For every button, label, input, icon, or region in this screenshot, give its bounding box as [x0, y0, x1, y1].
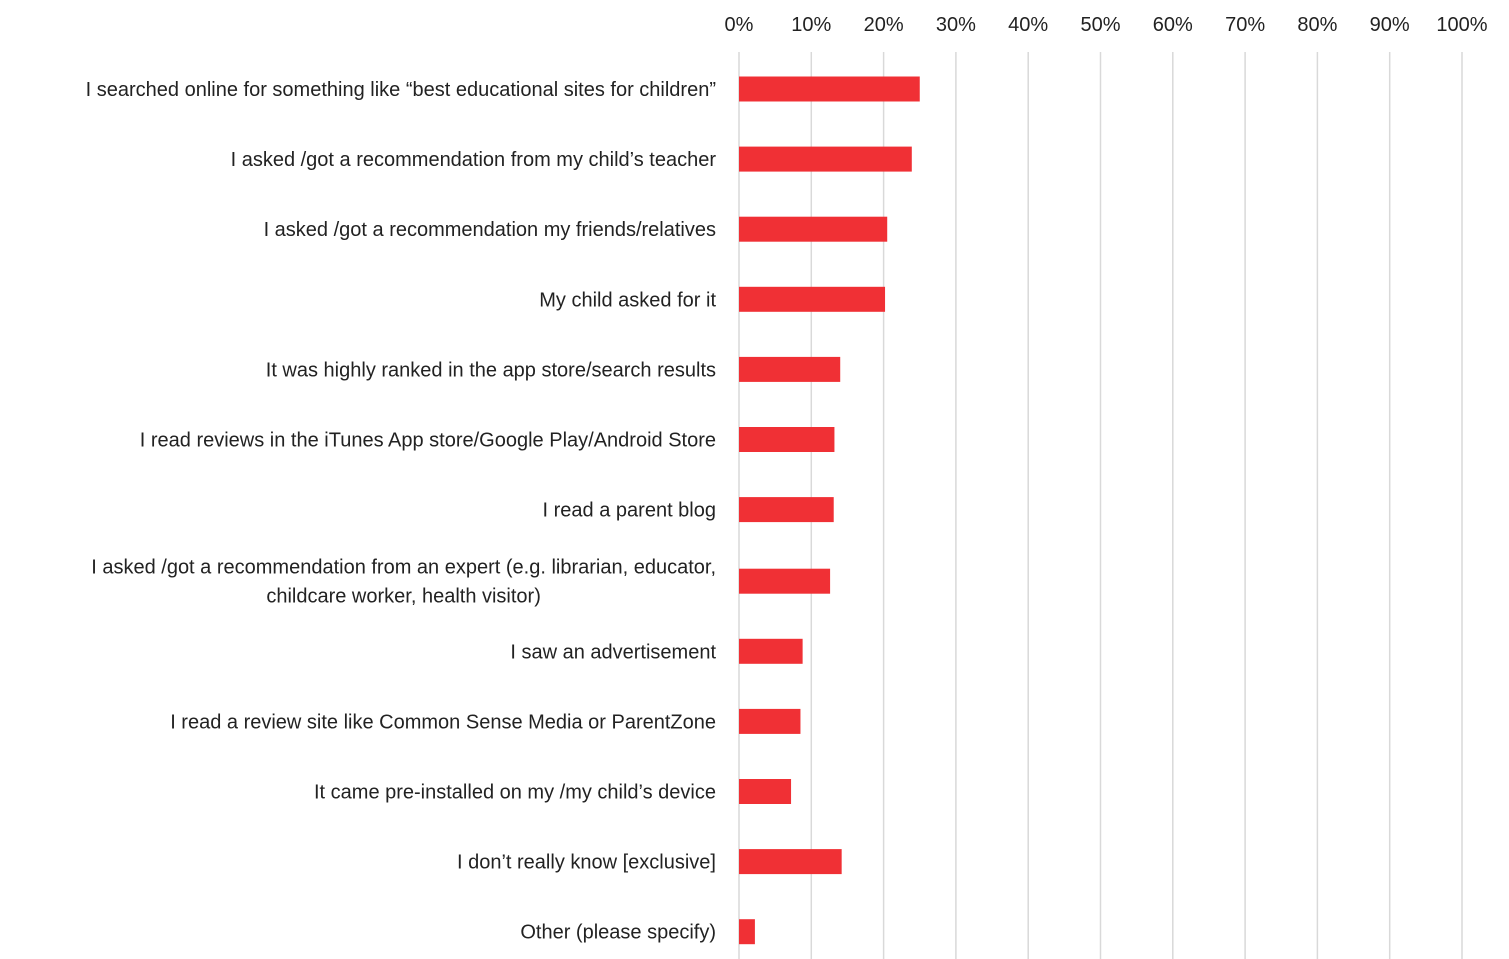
- bar: [739, 638, 803, 664]
- x-tick-label: 0%: [725, 14, 754, 36]
- bar: [739, 76, 920, 102]
- category-label: My child asked for it: [539, 289, 716, 311]
- category-label: Other (please specify): [520, 922, 716, 944]
- gridlines: [738, 52, 1463, 959]
- x-tick-label: 60%: [1153, 14, 1193, 36]
- bar: [739, 427, 835, 452]
- x-tick-label: 50%: [1080, 14, 1120, 36]
- category-label: I asked /got a recommendation my friends…: [264, 219, 716, 241]
- category-label: childcare worker, health visitor): [266, 586, 541, 608]
- x-tick-label: 100%: [1436, 14, 1487, 36]
- x-tick-label: 70%: [1225, 14, 1265, 36]
- bar: [739, 849, 842, 875]
- category-label: I asked /got a recommendation from my ch…: [231, 149, 717, 171]
- bars: [739, 76, 920, 945]
- category-labels: I searched online for something like “be…: [86, 79, 717, 944]
- category-label: It came pre-installed on my /my child’s …: [314, 782, 716, 804]
- x-tick-label: 20%: [864, 14, 904, 36]
- bar: [739, 919, 755, 945]
- bar: [739, 356, 841, 382]
- bar: [739, 286, 886, 312]
- x-tick-label: 40%: [1008, 14, 1048, 36]
- category-label: I asked /got a recommendation from an ex…: [91, 557, 716, 579]
- x-axis-ticks: 0% 10% 20% 30% 40% 50% 60% 70% 80% 90% 100%: [725, 14, 1488, 36]
- category-label: It was highly ranked in the app store/se…: [266, 359, 716, 381]
- bar: [739, 779, 792, 804]
- bar: [739, 216, 888, 242]
- category-label: I read reviews in the iTunes App store/G…: [140, 430, 716, 452]
- category-label: I searched online for something like “be…: [86, 79, 716, 101]
- x-tick-label: 80%: [1297, 14, 1337, 36]
- bar: [739, 708, 801, 734]
- bar: [739, 497, 834, 523]
- x-tick-label: 90%: [1370, 14, 1410, 36]
- category-label: I read a parent blog: [543, 500, 716, 522]
- category-label: I saw an advertisement: [510, 641, 716, 663]
- bar: [739, 146, 912, 172]
- category-label: I read a review site like Common Sense M…: [170, 711, 716, 733]
- category-label: I don’t really know [exclusive]: [457, 852, 716, 874]
- bar: [739, 568, 831, 594]
- x-tick-label: 10%: [791, 14, 831, 36]
- x-tick-label: 30%: [936, 14, 976, 36]
